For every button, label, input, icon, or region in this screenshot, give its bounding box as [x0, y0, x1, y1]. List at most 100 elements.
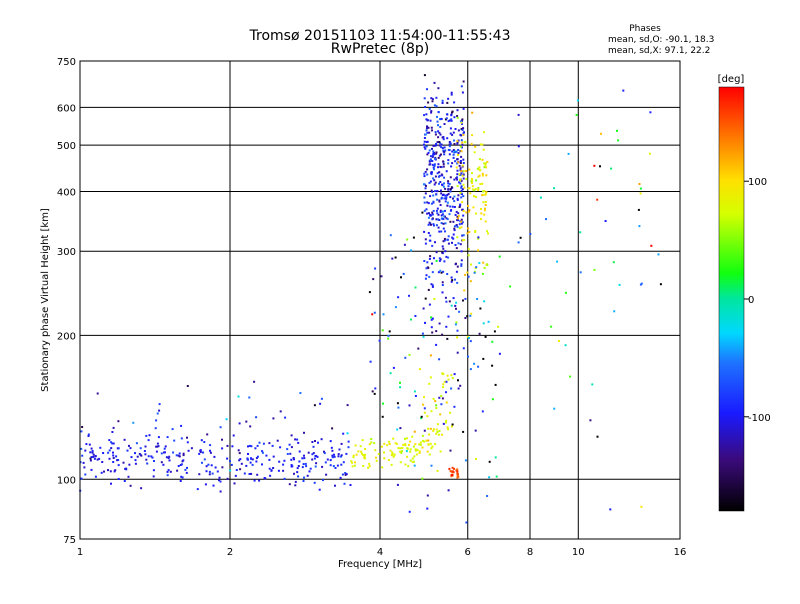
- data-point: [90, 456, 93, 459]
- data-point: [431, 218, 434, 221]
- data-point: [485, 166, 488, 169]
- data-point: [463, 238, 466, 241]
- data-point: [440, 214, 443, 217]
- data-point: [456, 265, 459, 268]
- data-point: [444, 187, 447, 190]
- data-point: [460, 121, 463, 124]
- data-point: [468, 209, 471, 212]
- data-point: [591, 383, 594, 386]
- y-tick-label: 75: [63, 535, 76, 546]
- data-point: [169, 470, 172, 473]
- data-point: [99, 446, 102, 449]
- data-point: [110, 482, 112, 485]
- data-point: [433, 168, 435, 171]
- data-point: [457, 139, 460, 142]
- data-point: [428, 453, 431, 456]
- data-point: [460, 186, 463, 189]
- data-point: [368, 465, 371, 468]
- data-point: [438, 182, 440, 185]
- data-point: [442, 163, 445, 166]
- data-point: [414, 315, 417, 317]
- data-point: [403, 243, 406, 246]
- data-point: [449, 205, 452, 208]
- data-point: [477, 175, 480, 178]
- data-point: [426, 88, 428, 91]
- data-point: [96, 392, 99, 395]
- data-point: [262, 442, 265, 445]
- data-point: [110, 447, 113, 450]
- data-point: [421, 434, 424, 437]
- data-point: [374, 449, 377, 452]
- data-point: [354, 444, 357, 447]
- data-point: [453, 143, 456, 145]
- data-point: [448, 141, 451, 143]
- data-point: [294, 438, 297, 441]
- data-point: [461, 128, 464, 131]
- data-point: [438, 396, 441, 399]
- data-point: [302, 463, 305, 466]
- data-point: [467, 227, 470, 230]
- data-point: [367, 466, 370, 469]
- data-point: [165, 456, 168, 459]
- data-point: [425, 145, 428, 148]
- data-point: [444, 250, 447, 253]
- data-point: [441, 433, 443, 436]
- data-point: [445, 391, 447, 394]
- data-point: [337, 455, 340, 458]
- data-point: [442, 247, 445, 250]
- data-point: [218, 479, 220, 482]
- data-point: [436, 212, 439, 215]
- data-point: [481, 194, 484, 197]
- data-point: [414, 395, 417, 397]
- data-point: [404, 356, 407, 359]
- data-point: [359, 445, 362, 448]
- data-point: [460, 250, 463, 253]
- data-point: [436, 172, 439, 175]
- data-point: [205, 470, 208, 473]
- data-point: [488, 460, 491, 463]
- data-point: [459, 167, 462, 170]
- data-point: [317, 441, 319, 444]
- data-point: [181, 476, 184, 479]
- data-point: [283, 477, 286, 480]
- y-tick-label: 300: [57, 247, 76, 258]
- data-point: [474, 145, 477, 148]
- data-point: [445, 380, 448, 383]
- data-point: [441, 136, 444, 139]
- data-point: [413, 455, 416, 458]
- data-point: [286, 448, 289, 451]
- data-point: [256, 473, 259, 476]
- data-point: [447, 182, 450, 185]
- data-point: [329, 440, 332, 443]
- colorbar-label: [deg]: [718, 74, 745, 85]
- data-point: [202, 451, 204, 454]
- data-point: [140, 454, 143, 457]
- data-point: [329, 459, 332, 462]
- data-point: [448, 153, 451, 156]
- y-tick-label: 100: [57, 475, 76, 486]
- data-point: [459, 120, 462, 123]
- data-point: [410, 249, 413, 252]
- data-point: [461, 146, 463, 149]
- data-point: [396, 483, 399, 486]
- data-point: [313, 481, 316, 484]
- data-point: [455, 469, 458, 472]
- data-point: [420, 417, 423, 420]
- data-point: [373, 311, 376, 314]
- x-tick-label: 8: [527, 547, 533, 558]
- data-point: [134, 462, 137, 465]
- data-point: [612, 261, 615, 264]
- data-point: [430, 464, 433, 467]
- data-point: [421, 477, 424, 480]
- data-point: [424, 277, 427, 280]
- data-point: [344, 473, 347, 476]
- data-point: [483, 131, 486, 134]
- data-point: [437, 166, 439, 169]
- data-point: [390, 454, 393, 457]
- data-point: [480, 212, 483, 215]
- data-point: [434, 400, 437, 403]
- data-point: [442, 150, 445, 153]
- data-point: [196, 488, 199, 491]
- data-point: [248, 396, 251, 399]
- data-point: [481, 158, 484, 161]
